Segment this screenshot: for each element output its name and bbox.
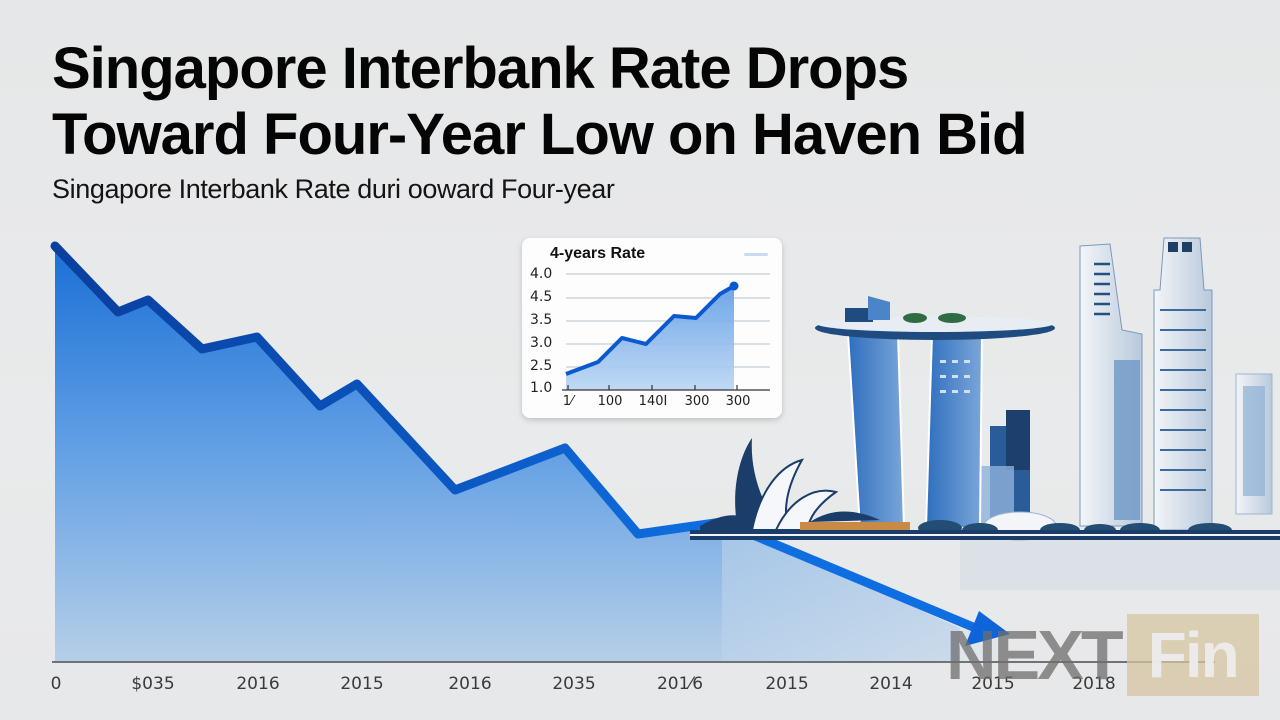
inset-plot (562, 273, 770, 391)
inset-chart-title: 4-years Rate (550, 245, 646, 262)
inset-chart-card: 4-years Rate 4.0 4.5 3.5 3.0 2.5 1.0 1⁄ (522, 238, 782, 418)
inset-y-tick: 4.0 (530, 266, 553, 282)
headline-line-2: Toward Four-Year Low on Haven Bid (52, 102, 1028, 167)
x-tick-label: 201⁄6 (656, 674, 704, 694)
headline: Singapore Interbank Rate Drops Toward Fo… (52, 36, 1028, 168)
inset-legend-swatch (744, 253, 768, 256)
inset-y-tick: 1.0 (530, 380, 553, 396)
x-tick-label: 2016 (236, 674, 280, 694)
inset-y-tick: 3.5 (530, 312, 553, 328)
singapore-skyline-illustration (690, 237, 1280, 590)
x-tick-label: 2035 (552, 674, 596, 694)
x-tick-label: 2014 (869, 674, 913, 694)
inset-y-tick: 3.0 (530, 335, 553, 351)
inset-x-tick: 140I (638, 394, 668, 409)
logo-text-fin: Fin (1126, 614, 1259, 696)
x-tick-label: 2015 (765, 674, 809, 694)
arrow-head-icon (965, 611, 1010, 646)
headline-line-1: Singapore Interbank Rate Drops (52, 36, 909, 101)
trend-line (50, 241, 990, 637)
inset-x-tick: 1⁄ (562, 394, 574, 409)
x-tick-label: 2015 (340, 674, 384, 694)
logo-text-next: NEXT (946, 616, 1124, 694)
subheadline: Singapore Interbank Rate duri ooward Fou… (52, 174, 615, 204)
x-tick-label: 2016 (448, 674, 492, 694)
inset-x-tick: 300 (725, 394, 751, 409)
x-tick-label: 2015 (971, 674, 1015, 694)
inset-x-tick: 100 (597, 394, 623, 409)
x-tick-label: 0 (50, 674, 62, 694)
inset-x-tick: 300 (684, 394, 710, 409)
nextfin-logo: NEXT Fin (946, 614, 1259, 696)
x-tick-label: $035 (131, 674, 175, 694)
x-tick-label: 2018 (1072, 674, 1116, 694)
inset-y-tick: 4.5 (530, 289, 553, 305)
inset-y-tick: 2.5 (530, 358, 553, 374)
